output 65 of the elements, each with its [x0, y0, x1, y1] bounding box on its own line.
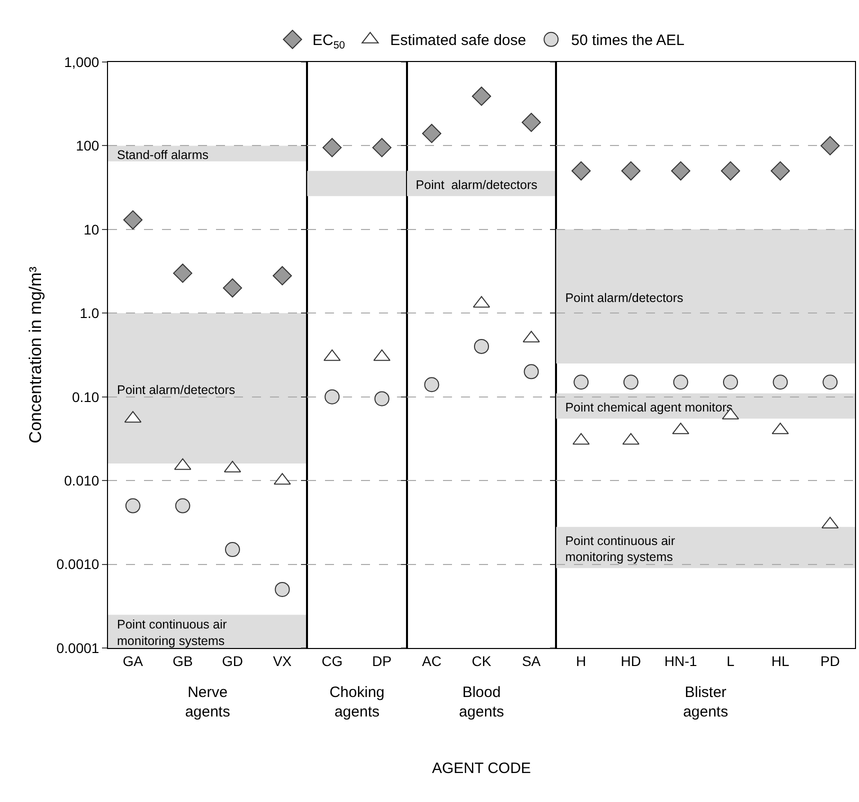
x-tick-label: HL — [771, 652, 790, 669]
point — [274, 582, 290, 597]
legend-label: EC$_{50}$ — [312, 32, 346, 52]
point — [522, 112, 541, 132]
y-tick-label: 0.010 — [64, 472, 100, 488]
x-tick-label: GD — [222, 652, 243, 669]
point — [770, 161, 790, 181]
y-tick-label: 100 — [76, 138, 100, 154]
point — [574, 374, 589, 390]
point — [272, 266, 292, 286]
point — [225, 542, 240, 558]
x-tick-label: HN-1 — [664, 652, 698, 669]
band-label: Point continuous air monitoring systems — [117, 618, 227, 648]
y-tick-label: 1,000 — [64, 54, 100, 70]
x-tick-label: H — [576, 652, 586, 669]
y-axis-title: Concentration in mg/m³ — [26, 266, 45, 444]
point — [175, 498, 190, 514]
y-tick-label: 10 — [84, 221, 100, 238]
band-label: Point continuous air monitoring systems — [565, 534, 675, 564]
band-label: Point alarm/detectors — [565, 290, 684, 305]
x-tick-label: SA — [522, 652, 542, 669]
x-tick-label: DP — [372, 652, 392, 669]
point — [621, 161, 640, 181]
point — [820, 136, 840, 156]
point — [720, 161, 740, 181]
point — [772, 374, 788, 390]
band-label: Stand-off alarms — [117, 148, 208, 162]
x-tick-label: GB — [172, 652, 193, 669]
point — [422, 124, 442, 144]
point — [472, 86, 492, 106]
point — [173, 264, 192, 283]
x-tick-label: HD — [620, 652, 642, 669]
x-tick-label: PD — [820, 652, 840, 669]
band-label: Point chemical agent monitors — [565, 400, 733, 414]
x-tick-label: L — [726, 652, 735, 669]
band-label: Point alarm/detectors — [416, 178, 538, 192]
y-tick-label: 0.0001 — [56, 640, 100, 656]
point — [623, 374, 638, 390]
point — [524, 364, 539, 380]
x-axis-title: Blister agents — [683, 684, 728, 720]
legend-label: 50 times the AEL — [571, 32, 685, 50]
y-tick-label: 0.0010 — [56, 556, 100, 572]
point — [424, 377, 440, 392]
x-tick-label: CK — [472, 652, 492, 669]
x-tick-label: GA — [122, 652, 144, 669]
point — [723, 374, 738, 390]
band-label: Point alarm/detectors — [117, 382, 236, 397]
x-axis-title: Nerve agents — [185, 684, 230, 720]
x-axis-title: Choking agents — [329, 684, 385, 720]
x-axis-title: Blood agents — [458, 684, 504, 720]
y-tick-label: 0.10 — [72, 388, 100, 405]
point — [671, 161, 690, 181]
x-tick-label: CG — [322, 652, 343, 669]
point — [822, 374, 838, 390]
point — [673, 374, 688, 390]
point — [222, 278, 242, 298]
x-tick-label: AC — [422, 652, 442, 669]
legend-label: Estimated safe dose — [390, 32, 526, 50]
point — [123, 210, 142, 230]
y-tick-label: 1.0 — [80, 305, 100, 322]
x-tick-label: VX — [272, 652, 292, 669]
text: AGENT CODE — [432, 760, 531, 777]
point — [474, 338, 489, 354]
point — [572, 161, 591, 181]
point — [125, 498, 140, 514]
